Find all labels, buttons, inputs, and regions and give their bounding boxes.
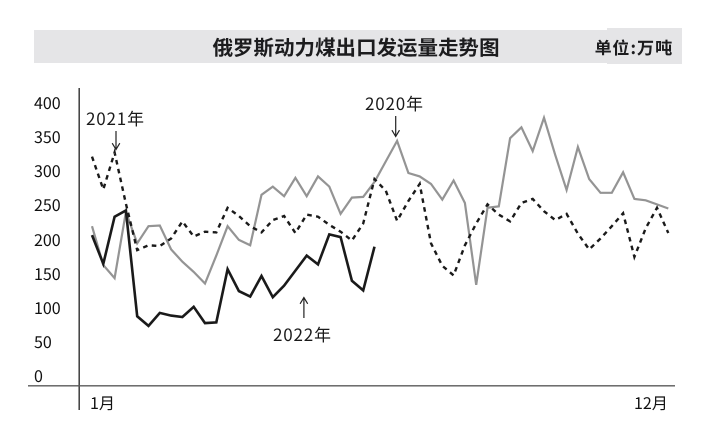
arrow-2022 [299,296,309,318]
y-axis-tick-label: 250 [34,192,61,217]
x-axis-label-dec: 12月 [634,390,668,414]
series-line-2022 [90,208,376,328]
y-axis-tick-label: 200 [34,226,61,251]
chart-title: 俄罗斯动力煤出口发运量走势图 [212,31,500,61]
y-axis-tick-label: 300 [34,158,61,183]
arrow-2022-head [299,296,309,305]
y-axis-tick-label: 150 [34,260,61,285]
arrow-2020 [391,116,401,138]
y-axis-tick-label: 50 [34,328,52,353]
series-label-2022: 2022年 [273,321,332,346]
y-axis-tick-label: 0 [34,363,43,387]
series-line-2020 [90,114,669,286]
y-axis-tick-label: 400 [34,90,61,114]
header-bar [34,30,607,63]
series-line-2021 [90,147,670,278]
unit-label: 单位:万吨 [594,34,673,59]
arrow-2021 [111,131,121,151]
y-axis-tick-label: 100 [34,294,61,319]
series-label-2020: 2020年 [365,90,424,115]
unit-box [607,28,682,64]
arrow-2021-head [111,142,121,151]
arrow-2020-head [391,129,401,138]
y-axis-tick-label: 350 [34,124,61,149]
x-axis-label-jan: 1月 [90,390,115,414]
series-label-2021: 2021年 [86,105,145,130]
